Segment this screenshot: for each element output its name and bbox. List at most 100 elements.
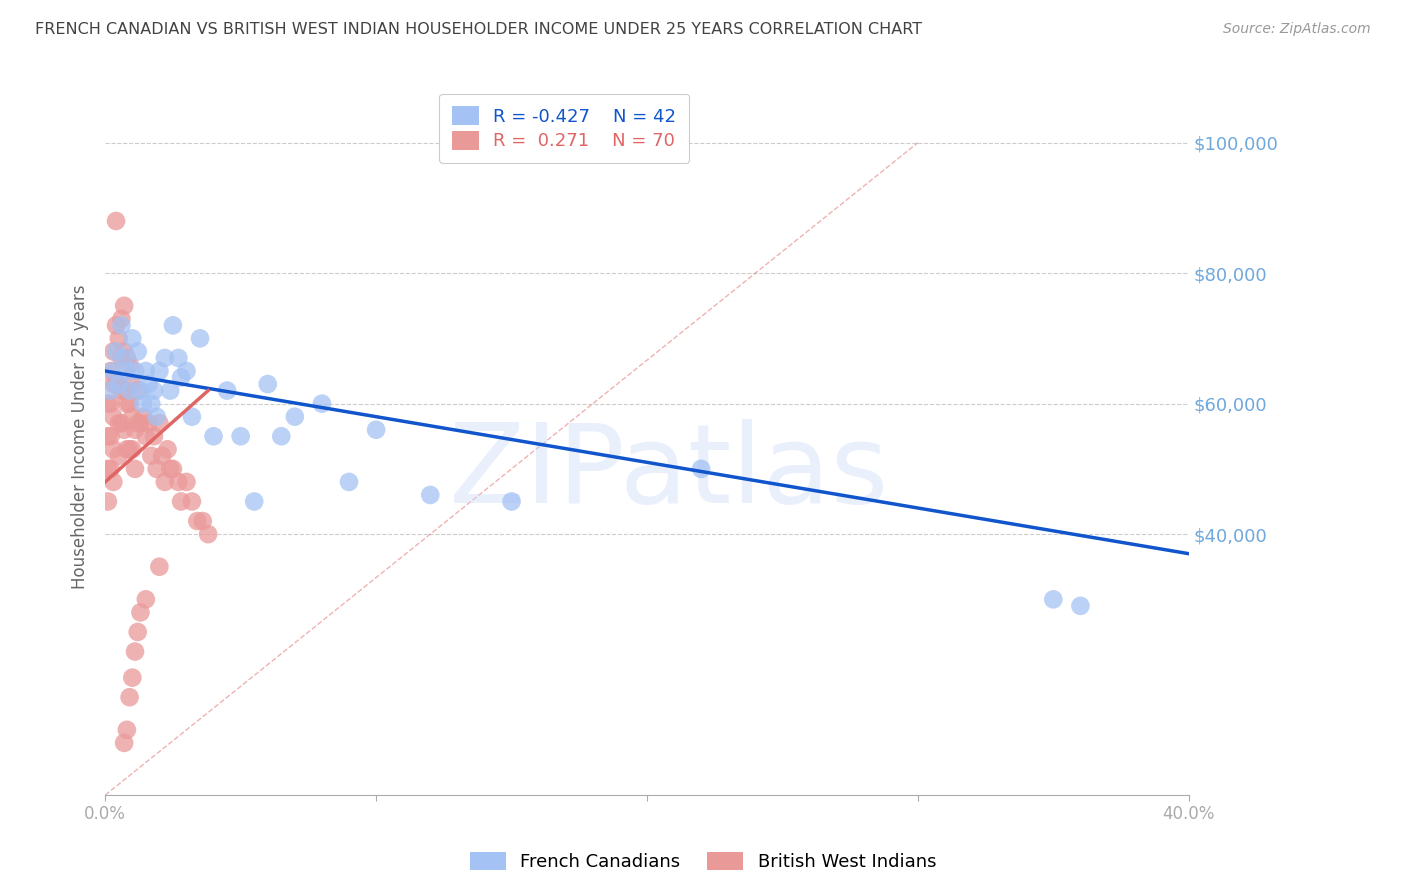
Point — [110, 416, 132, 430]
Point — [107, 449, 129, 463]
Point — [162, 318, 184, 333]
Point — [311, 397, 333, 411]
Point — [159, 384, 181, 398]
Point — [690, 462, 713, 476]
Point — [100, 462, 122, 476]
Point — [129, 384, 152, 398]
Point — [100, 397, 122, 411]
Point — [1042, 592, 1064, 607]
Legend: French Canadians, British West Indians: French Canadians, British West Indians — [463, 845, 943, 879]
Point — [170, 370, 193, 384]
Point — [148, 559, 170, 574]
Point — [103, 442, 125, 457]
Point — [191, 514, 214, 528]
Point — [97, 397, 120, 411]
Point — [121, 331, 143, 345]
Point — [115, 351, 138, 365]
Point — [141, 397, 163, 411]
Point — [97, 494, 120, 508]
Y-axis label: Householder Income Under 25 years: Householder Income Under 25 years — [72, 284, 89, 589]
Point — [118, 690, 141, 705]
Point — [103, 344, 125, 359]
Point — [107, 377, 129, 392]
Point — [256, 377, 278, 392]
Point — [145, 462, 167, 476]
Point — [100, 429, 122, 443]
Point — [167, 475, 190, 489]
Point — [197, 527, 219, 541]
Point — [103, 364, 125, 378]
Point — [186, 514, 208, 528]
Point — [110, 351, 132, 365]
Point — [121, 377, 143, 392]
Point — [129, 416, 152, 430]
Point — [112, 344, 135, 359]
Point — [202, 429, 225, 443]
Point — [243, 494, 266, 508]
Point — [156, 442, 179, 457]
Point — [112, 351, 135, 365]
Point — [103, 377, 125, 392]
Point — [180, 494, 202, 508]
Point — [110, 311, 132, 326]
Point — [135, 364, 157, 378]
Point — [159, 462, 181, 476]
Point — [118, 442, 141, 457]
Point — [124, 644, 146, 658]
Point — [1069, 599, 1091, 613]
Point — [124, 364, 146, 378]
Point — [112, 736, 135, 750]
Point — [121, 671, 143, 685]
Point — [100, 384, 122, 398]
Point — [148, 364, 170, 378]
Point — [115, 723, 138, 737]
Point — [100, 364, 122, 378]
Point — [107, 377, 129, 392]
Point — [419, 488, 441, 502]
Point — [127, 416, 149, 430]
Point — [129, 606, 152, 620]
Point — [121, 409, 143, 424]
Point — [105, 377, 128, 392]
Point — [337, 475, 360, 489]
Point — [115, 442, 138, 457]
Point — [97, 429, 120, 443]
Point — [135, 592, 157, 607]
Point — [103, 409, 125, 424]
Point — [124, 423, 146, 437]
Point — [153, 351, 176, 365]
Text: FRENCH CANADIAN VS BRITISH WEST INDIAN HOUSEHOLDER INCOME UNDER 25 YEARS CORRELA: FRENCH CANADIAN VS BRITISH WEST INDIAN H… — [35, 22, 922, 37]
Point — [118, 384, 141, 398]
Point — [180, 409, 202, 424]
Point — [138, 377, 160, 392]
Point — [170, 494, 193, 508]
Point — [118, 397, 141, 411]
Point — [229, 429, 252, 443]
Point — [138, 416, 160, 430]
Point — [105, 318, 128, 333]
Point — [143, 429, 166, 443]
Point — [150, 449, 173, 463]
Point — [127, 344, 149, 359]
Point — [127, 384, 149, 398]
Point — [118, 358, 141, 372]
Text: ZIPatlas: ZIPatlas — [449, 418, 889, 525]
Point — [112, 384, 135, 398]
Point — [110, 318, 132, 333]
Point — [501, 494, 523, 508]
Legend: R = -0.427    N = 42, R =  0.271    N = 70: R = -0.427 N = 42, R = 0.271 N = 70 — [439, 94, 689, 163]
Point — [162, 462, 184, 476]
Point — [103, 475, 125, 489]
Point — [148, 416, 170, 430]
Point — [107, 416, 129, 430]
Point — [141, 449, 163, 463]
Point — [153, 475, 176, 489]
Point — [176, 364, 198, 378]
Point — [115, 397, 138, 411]
Point — [145, 409, 167, 424]
Point — [110, 384, 132, 398]
Point — [105, 344, 128, 359]
Point — [176, 475, 198, 489]
Text: Source: ZipAtlas.com: Source: ZipAtlas.com — [1223, 22, 1371, 37]
Point — [121, 442, 143, 457]
